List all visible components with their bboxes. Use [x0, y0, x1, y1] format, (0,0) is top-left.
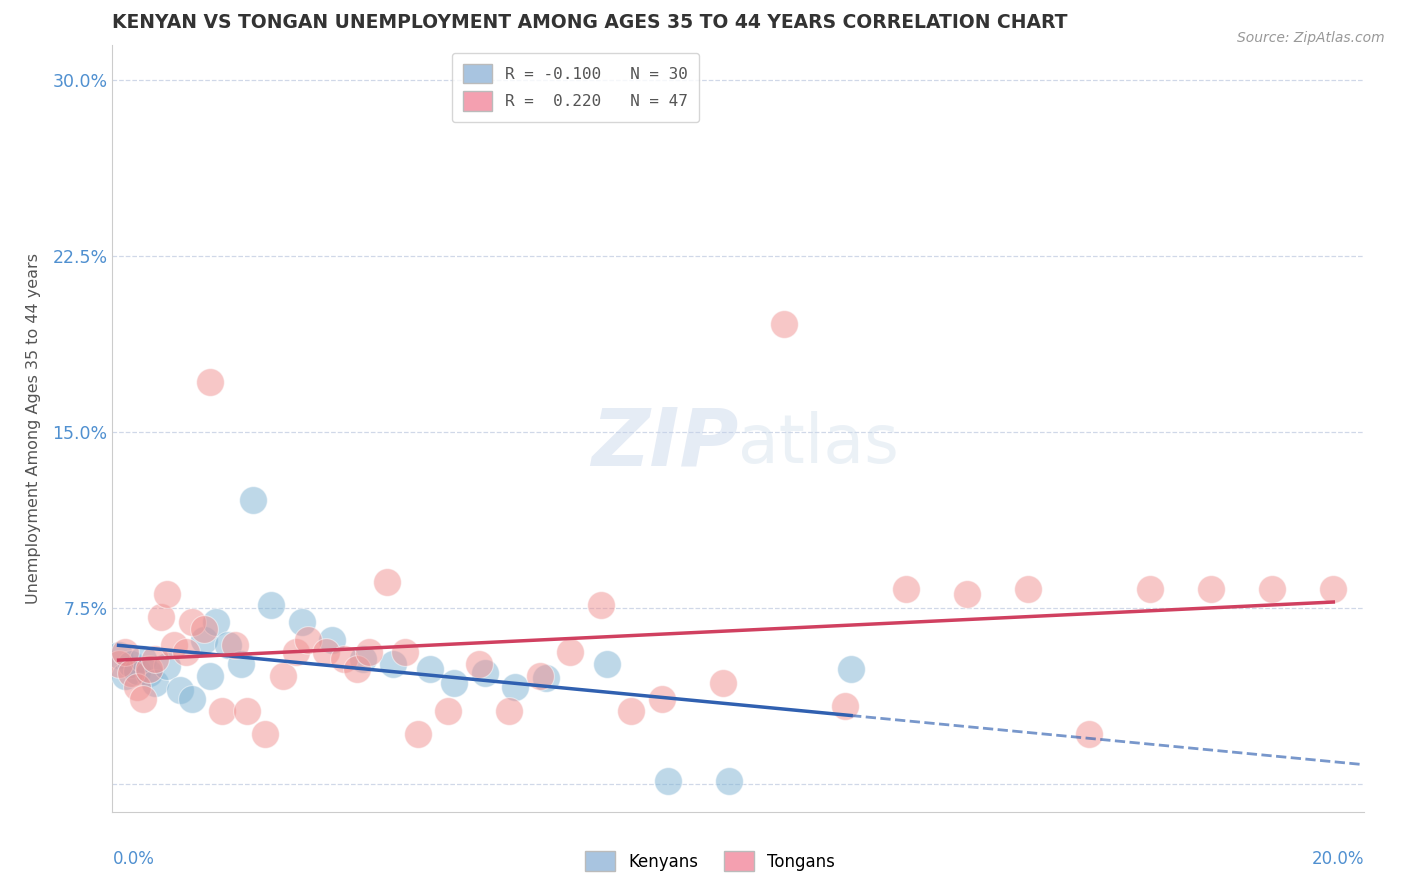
Point	[711, 675, 734, 690]
Point	[224, 638, 246, 652]
Point	[321, 633, 343, 648]
Point	[375, 574, 398, 589]
Point	[596, 657, 619, 671]
Point	[132, 652, 155, 666]
Point	[174, 645, 197, 659]
Point	[498, 704, 520, 718]
Point	[125, 681, 148, 695]
Point	[534, 671, 557, 685]
Point	[529, 668, 551, 682]
Point	[180, 692, 202, 706]
Point	[156, 586, 179, 600]
Point	[346, 662, 368, 676]
Point	[474, 666, 496, 681]
Point	[143, 652, 166, 666]
Point	[834, 699, 856, 714]
Point	[1261, 582, 1284, 596]
Point	[198, 668, 221, 682]
Point	[138, 662, 160, 676]
Point	[382, 657, 405, 671]
Point	[1199, 582, 1222, 596]
Point	[260, 599, 283, 613]
Point	[505, 681, 527, 695]
Legend: R = -0.100   N = 30, R =  0.220   N = 47: R = -0.100 N = 30, R = 0.220 N = 47	[453, 53, 699, 122]
Point	[467, 657, 489, 671]
Y-axis label: Unemployment Among Ages 35 to 44 years: Unemployment Among Ages 35 to 44 years	[27, 252, 41, 604]
Text: 0.0%: 0.0%	[112, 850, 155, 868]
Point	[162, 638, 184, 652]
Point	[297, 633, 319, 648]
Point	[156, 659, 179, 673]
Point	[894, 582, 917, 596]
Point	[589, 599, 612, 613]
Text: KENYAN VS TONGAN UNEMPLOYMENT AMONG AGES 35 TO 44 YEARS CORRELATION CHART: KENYAN VS TONGAN UNEMPLOYMENT AMONG AGES…	[112, 12, 1069, 32]
Point	[284, 645, 307, 659]
Point	[1139, 582, 1161, 596]
Text: 20.0%: 20.0%	[1312, 850, 1364, 868]
Text: atlas: atlas	[738, 410, 898, 476]
Point	[125, 664, 148, 678]
Point	[1017, 582, 1039, 596]
Point	[193, 633, 215, 648]
Point	[437, 704, 460, 718]
Point	[114, 668, 136, 682]
Point	[406, 727, 429, 741]
Text: ZIP: ZIP	[591, 404, 738, 483]
Point	[254, 727, 277, 741]
Point	[120, 666, 142, 681]
Point	[205, 615, 228, 629]
Point	[291, 615, 314, 629]
Point	[419, 662, 441, 676]
Point	[150, 610, 173, 624]
Point	[198, 376, 221, 390]
Point	[657, 774, 679, 789]
Point	[333, 652, 356, 666]
Point	[651, 692, 673, 706]
Point	[217, 638, 239, 652]
Point	[143, 675, 166, 690]
Point	[394, 645, 416, 659]
Point	[193, 622, 215, 636]
Point	[169, 682, 191, 697]
Legend: Kenyans, Tongans: Kenyans, Tongans	[579, 845, 841, 878]
Point	[114, 645, 136, 659]
Point	[717, 774, 740, 789]
Point	[1322, 582, 1344, 596]
Point	[1078, 727, 1101, 741]
Point	[236, 704, 259, 718]
Point	[138, 666, 160, 681]
Point	[273, 668, 295, 682]
Point	[107, 648, 129, 662]
Point	[120, 657, 142, 671]
Point	[180, 615, 202, 629]
Point	[357, 645, 380, 659]
Point	[956, 586, 979, 600]
Point	[229, 657, 252, 671]
Point	[132, 692, 155, 706]
Point	[620, 704, 643, 718]
Point	[443, 675, 465, 690]
Text: Source: ZipAtlas.com: Source: ZipAtlas.com	[1237, 31, 1385, 45]
Point	[560, 645, 582, 659]
Point	[315, 645, 337, 659]
Point	[352, 652, 374, 666]
Point	[773, 317, 796, 331]
Point	[211, 704, 233, 718]
Point	[839, 662, 862, 676]
Point	[107, 657, 129, 671]
Point	[242, 492, 264, 507]
